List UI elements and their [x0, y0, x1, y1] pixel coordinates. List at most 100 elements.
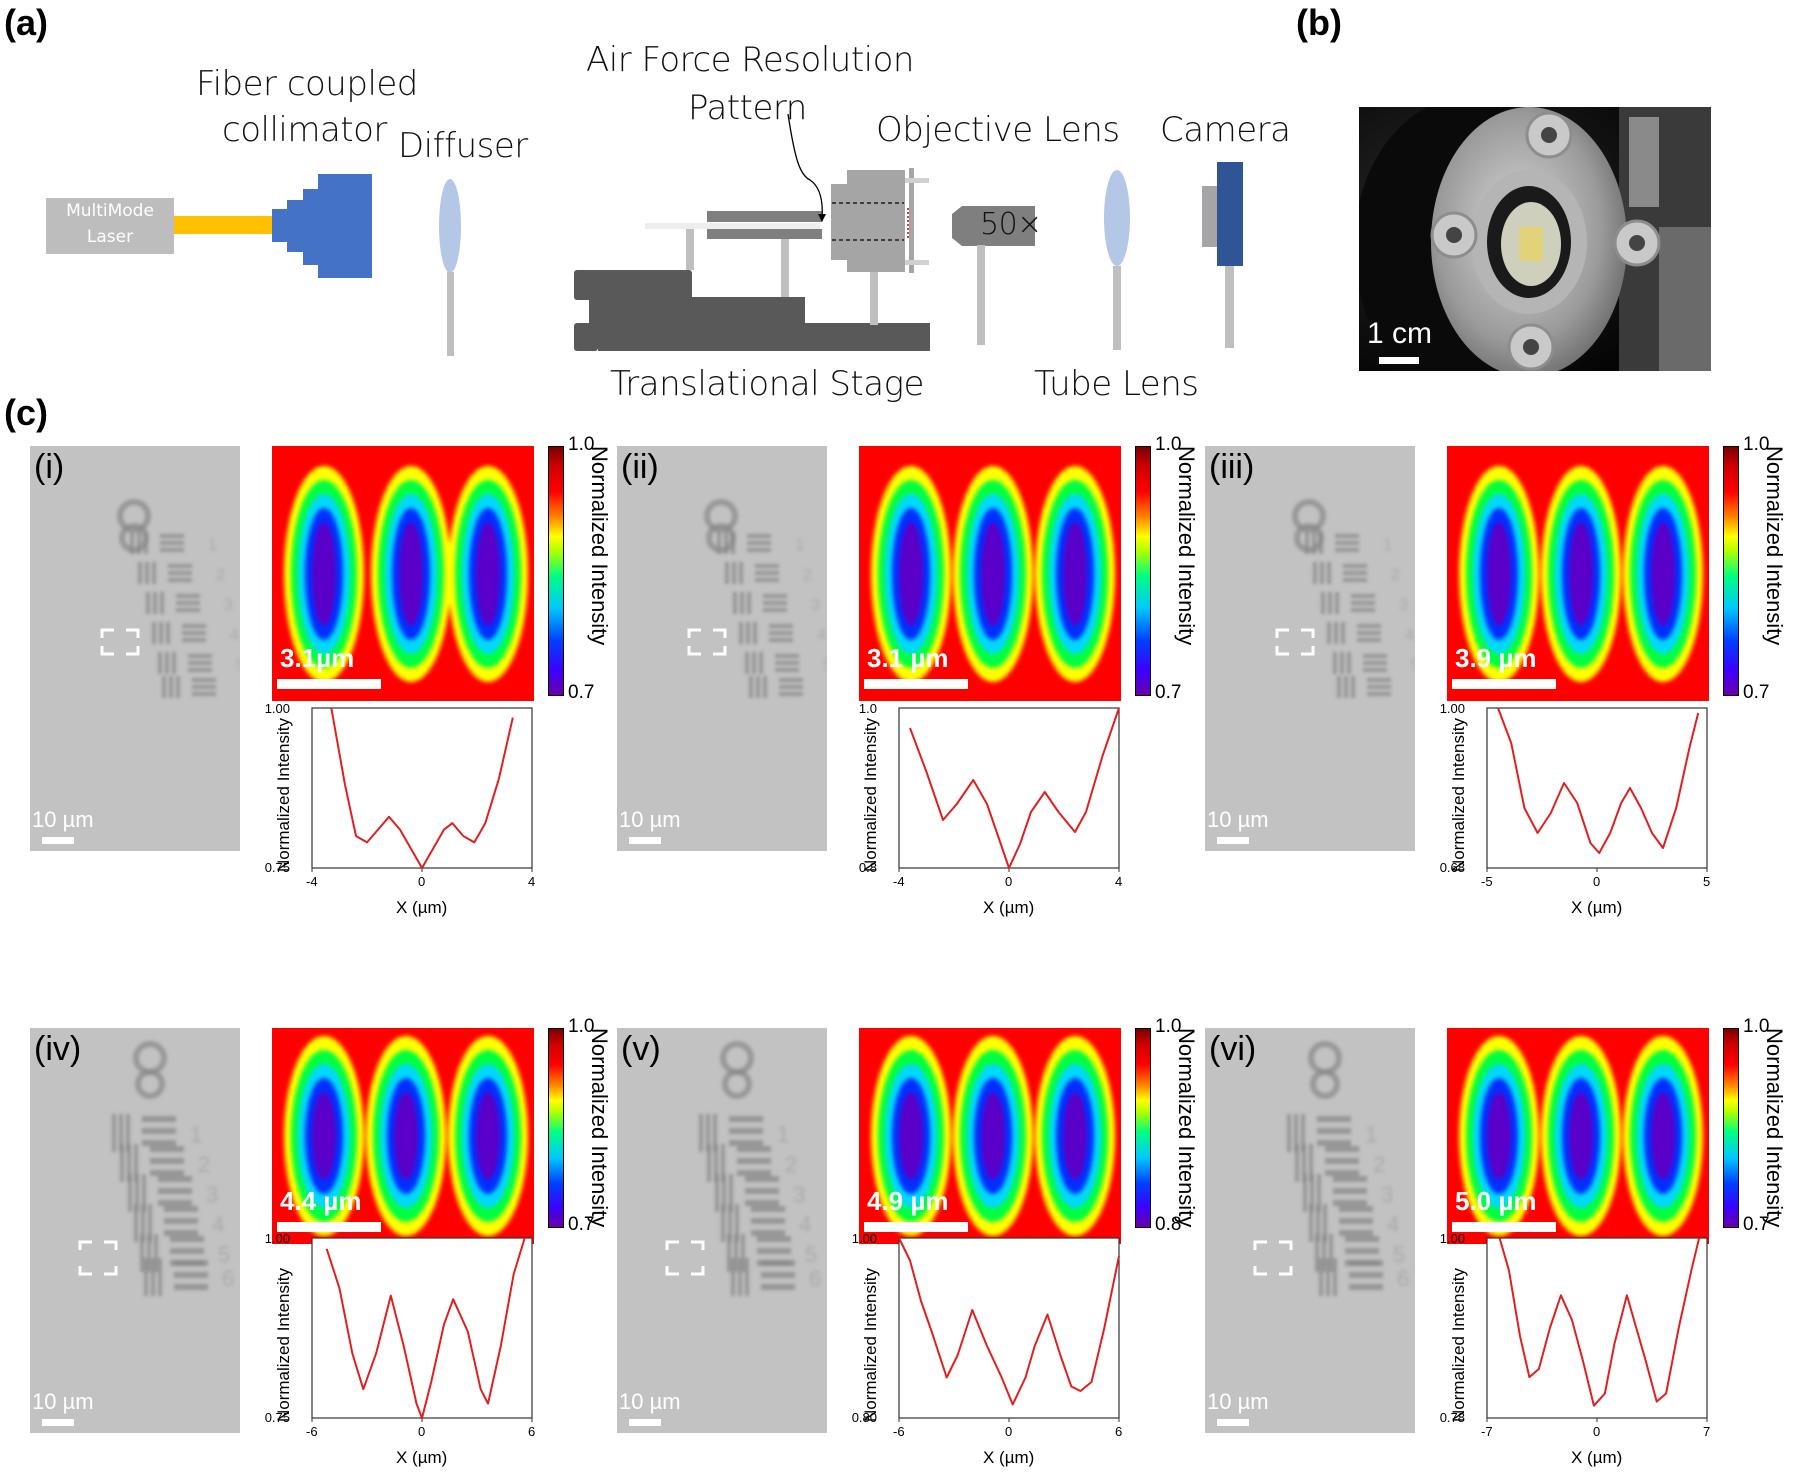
intensity-heatmap: 3.9 µm: [1447, 446, 1709, 701]
svg-text:1: 1: [777, 1122, 789, 1147]
magnification-tag-icon: [952, 206, 1035, 345]
colorbar-min: 0.7: [1743, 1214, 1770, 1235]
heatmap-illustration: [871, 466, 1115, 682]
diffuser-icon: [439, 179, 461, 356]
colorbar-title: Normalized Intensity: [587, 446, 612, 646]
fiber-cable: [174, 216, 274, 234]
heatmap-illustration: [871, 1036, 1115, 1236]
svg-text:3: 3: [224, 597, 233, 614]
colorbar-min: 0.7: [568, 682, 595, 703]
y-tick-min: 0.75: [264, 860, 290, 875]
profile-svg: [311, 1237, 533, 1422]
x-tick-max: 4: [1115, 874, 1123, 889]
x-tick-min: -4: [893, 874, 905, 889]
profile-line: [1498, 1237, 1701, 1407]
svg-text:6: 6: [809, 1266, 821, 1291]
svg-text:1: 1: [1365, 1122, 1377, 1147]
line-profile-plot: 1.00 0.68 -5 0 5 X (µm) Normalized Inten…: [1440, 701, 1711, 917]
y-tick-max: 1.0: [858, 701, 877, 716]
x-axis-label: X (µm): [983, 1448, 1035, 1467]
colorbar-max: 1.0: [1743, 434, 1770, 455]
x-tick-mid: 0: [1593, 874, 1601, 889]
target-scale-bar: [629, 1419, 661, 1426]
y-tick-max: 1.00: [264, 701, 290, 716]
colorbar: [1135, 1028, 1151, 1228]
translational-stage-icon: [574, 270, 930, 351]
svg-text:1: 1: [208, 537, 217, 554]
profile-line: [909, 707, 1120, 869]
svg-text:5: 5: [1411, 657, 1415, 674]
photo-illustration: [1359, 107, 1711, 371]
target-scale-label: 10 µm: [32, 1389, 94, 1414]
colorbar-max: 1.0: [1155, 1016, 1182, 1037]
pattern-label-line2: Pattern: [688, 88, 807, 128]
intensity-heatmap: 5.0 µm: [1447, 1028, 1709, 1244]
y-axis-label: Normalized Intensity: [861, 1267, 880, 1422]
colorbar: [1135, 446, 1151, 696]
colorbar-min: 0.7: [568, 1214, 595, 1235]
x-tick-min: -5: [1481, 874, 1493, 889]
y-tick-min: 0.8: [858, 860, 877, 875]
colorbar-title: Normalized Intensity: [1174, 1028, 1199, 1228]
heatmap-scale-bar: [864, 679, 968, 689]
colorbar: [1723, 446, 1739, 696]
panel-label-c: (c): [4, 392, 48, 433]
line-profile-plot: 1.00 0.80 -6 0 6 X (µm) Normalized Inten…: [852, 1231, 1123, 1467]
pattern-label-line1: Air Force Resolution: [586, 40, 914, 80]
tube-lens-icon: [1104, 170, 1130, 350]
x-tick-mid: 0: [418, 1424, 426, 1439]
roi-box-icon: [78, 1240, 118, 1276]
y-tick-min: 0.68: [1439, 860, 1465, 875]
target-scale-bar: [629, 837, 661, 844]
y-tick-min: 0.80: [851, 1410, 877, 1425]
svg-text:2: 2: [1391, 567, 1400, 584]
svg-text:5: 5: [805, 1242, 817, 1267]
optics-drawing: [174, 113, 1243, 356]
svg-text:3: 3: [1399, 597, 1408, 614]
svg-text:3: 3: [206, 1182, 218, 1207]
heatmap-scale-bar: [1452, 679, 1556, 689]
y-tick-max: 1.00: [1439, 1231, 1465, 1246]
photo-scale-bar: [1379, 357, 1419, 364]
heatmap-scale-label: 3.9 µm: [1455, 643, 1537, 673]
resolution-target-slide: [645, 223, 820, 229]
subpanel-tag: (vi): [1209, 1030, 1257, 1068]
x-axis-label: X (µm): [396, 1448, 448, 1467]
svg-text:3: 3: [1381, 1182, 1393, 1207]
line-profile-plot: 1.00 0.75 -4 0 4 X (µm) Normalized Inten…: [265, 701, 536, 917]
colorbar-title: Normalized Intensity: [1762, 446, 1787, 646]
colorbar-title: Normalized Intensity: [587, 1028, 612, 1228]
line-profile-plot: 1.00 0.75 -6 0 6 X (µm) Normalized Inten…: [265, 1231, 536, 1467]
svg-text:2: 2: [785, 1152, 797, 1177]
svg-text:5: 5: [823, 657, 827, 674]
subpanel-tag: (iii): [1209, 448, 1255, 486]
target-scale-label: 10 µm: [32, 807, 94, 832]
pointer-arrow: [787, 113, 823, 220]
profile-line: [1497, 707, 1700, 854]
x-tick-max: 5: [1703, 874, 1711, 889]
heatmap-illustration: [1459, 1036, 1703, 1236]
svg-text:4: 4: [817, 627, 826, 644]
heatmap-scale-label: 5.0 µm: [1455, 1186, 1537, 1216]
heatmap-scale-label: 4.4 µm: [280, 1186, 362, 1216]
colorbar-min: 0.7: [1155, 682, 1182, 703]
objective-label: Objective Lens: [876, 110, 1120, 150]
collimator-label-line2: collimator: [222, 110, 387, 150]
heatmap-scale-label: 3.1µm: [280, 643, 355, 673]
collimator-icon: [272, 174, 372, 278]
colorbar-max: 1.0: [568, 434, 595, 455]
photo-scale-label: 1 cm: [1367, 317, 1433, 350]
colorbar-title: Normalized Intensity: [1174, 446, 1199, 646]
svg-text:4: 4: [1387, 1212, 1399, 1237]
profile-svg: [1486, 1237, 1708, 1422]
svg-text:2: 2: [216, 567, 225, 584]
subpanel-tag: (ii): [621, 448, 659, 486]
svg-text:2: 2: [198, 1152, 210, 1177]
